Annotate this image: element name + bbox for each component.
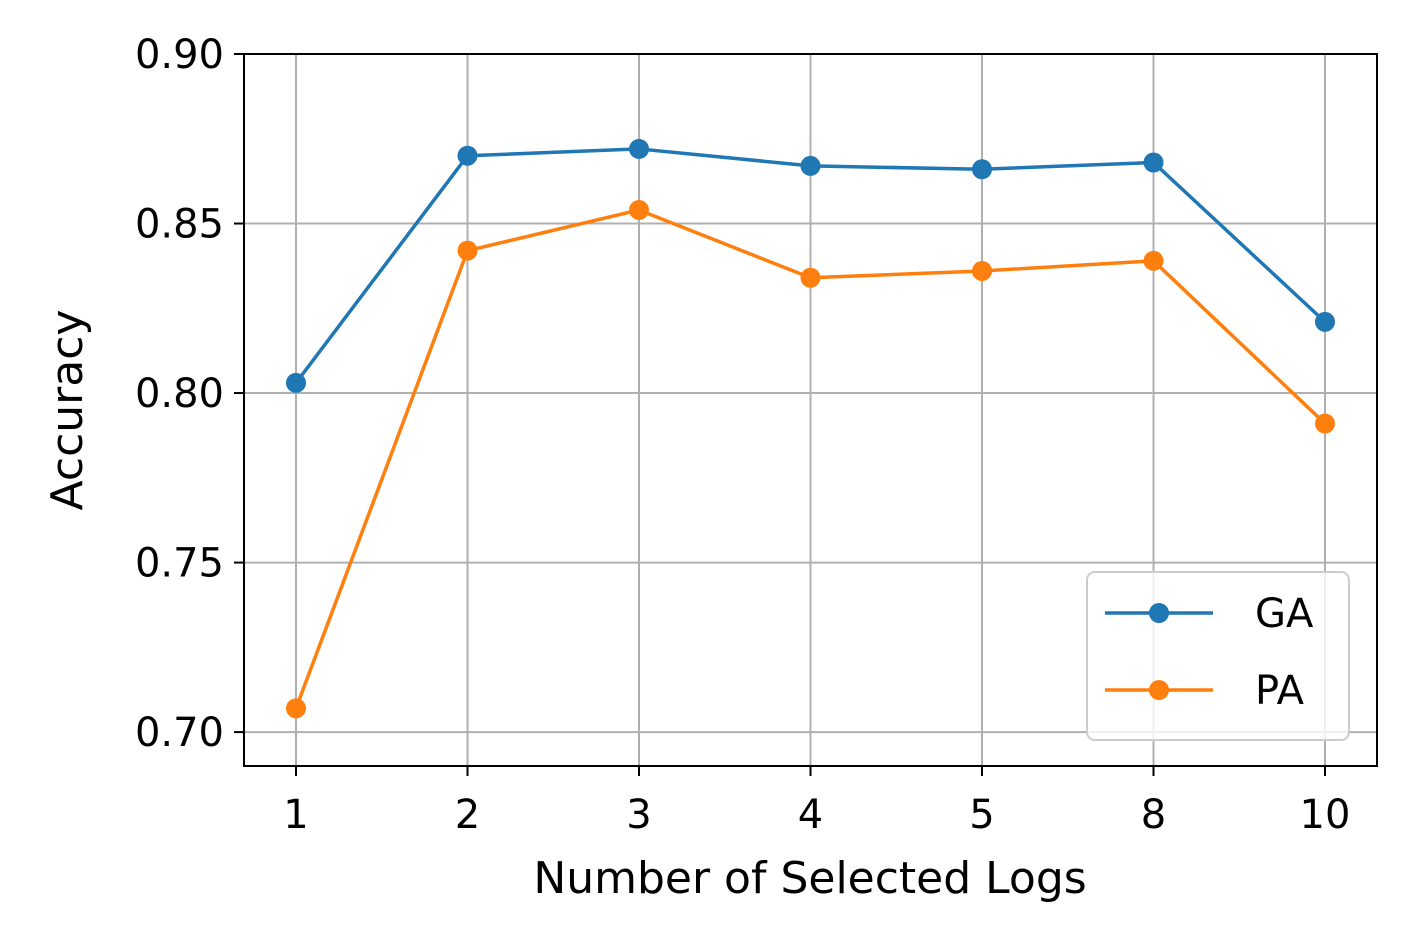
data-point: [1315, 413, 1335, 434]
axis-ticks: 1 2 3 4 5 8 10 0.70 0.75 0.80 0.85 0.90: [135, 32, 1351, 838]
x-tick-label: 1: [283, 792, 308, 838]
data-point: [972, 159, 992, 180]
legend-label: PA: [1255, 668, 1305, 714]
data-point: [629, 138, 649, 159]
data-point: [1143, 250, 1164, 271]
x-axis-label: Number of Selected Logs: [533, 853, 1086, 904]
x-tick-label: 5: [969, 792, 994, 838]
data-point: [457, 145, 478, 166]
legend-item-ga: GA: [1105, 591, 1314, 637]
legend-marker: [1149, 680, 1169, 700]
y-tick-label: 0.70: [135, 710, 224, 756]
x-tick-label: 10: [1300, 792, 1351, 838]
data-point: [629, 199, 649, 220]
legend-item-pa: PA: [1105, 668, 1305, 714]
legend-marker: [1149, 603, 1169, 623]
x-tick-label: 3: [626, 792, 651, 838]
series-layer: [286, 138, 1335, 719]
data-point: [1315, 311, 1335, 332]
data-point: [286, 698, 306, 719]
data-point: [800, 155, 821, 176]
legend-label: GA: [1255, 591, 1314, 637]
data-point: [286, 372, 306, 393]
data-point: [1143, 152, 1164, 173]
series-ga: [286, 138, 1335, 393]
series-pa: [286, 199, 1335, 719]
y-tick-label: 0.80: [135, 371, 224, 417]
data-point: [800, 267, 821, 288]
legend-items: GA PA: [1105, 591, 1314, 714]
y-axis-label: Accuracy: [42, 310, 93, 511]
legend: GA PA: [1086, 571, 1350, 741]
x-tick-label: 2: [455, 792, 480, 838]
x-tick-label: 4: [798, 792, 823, 838]
data-point: [457, 240, 478, 261]
y-tick-label: 0.75: [135, 541, 224, 587]
x-tick-label: 8: [1141, 792, 1166, 838]
data-point: [972, 260, 992, 281]
y-tick-label: 0.90: [135, 32, 224, 78]
y-tick-label: 0.85: [135, 202, 224, 248]
